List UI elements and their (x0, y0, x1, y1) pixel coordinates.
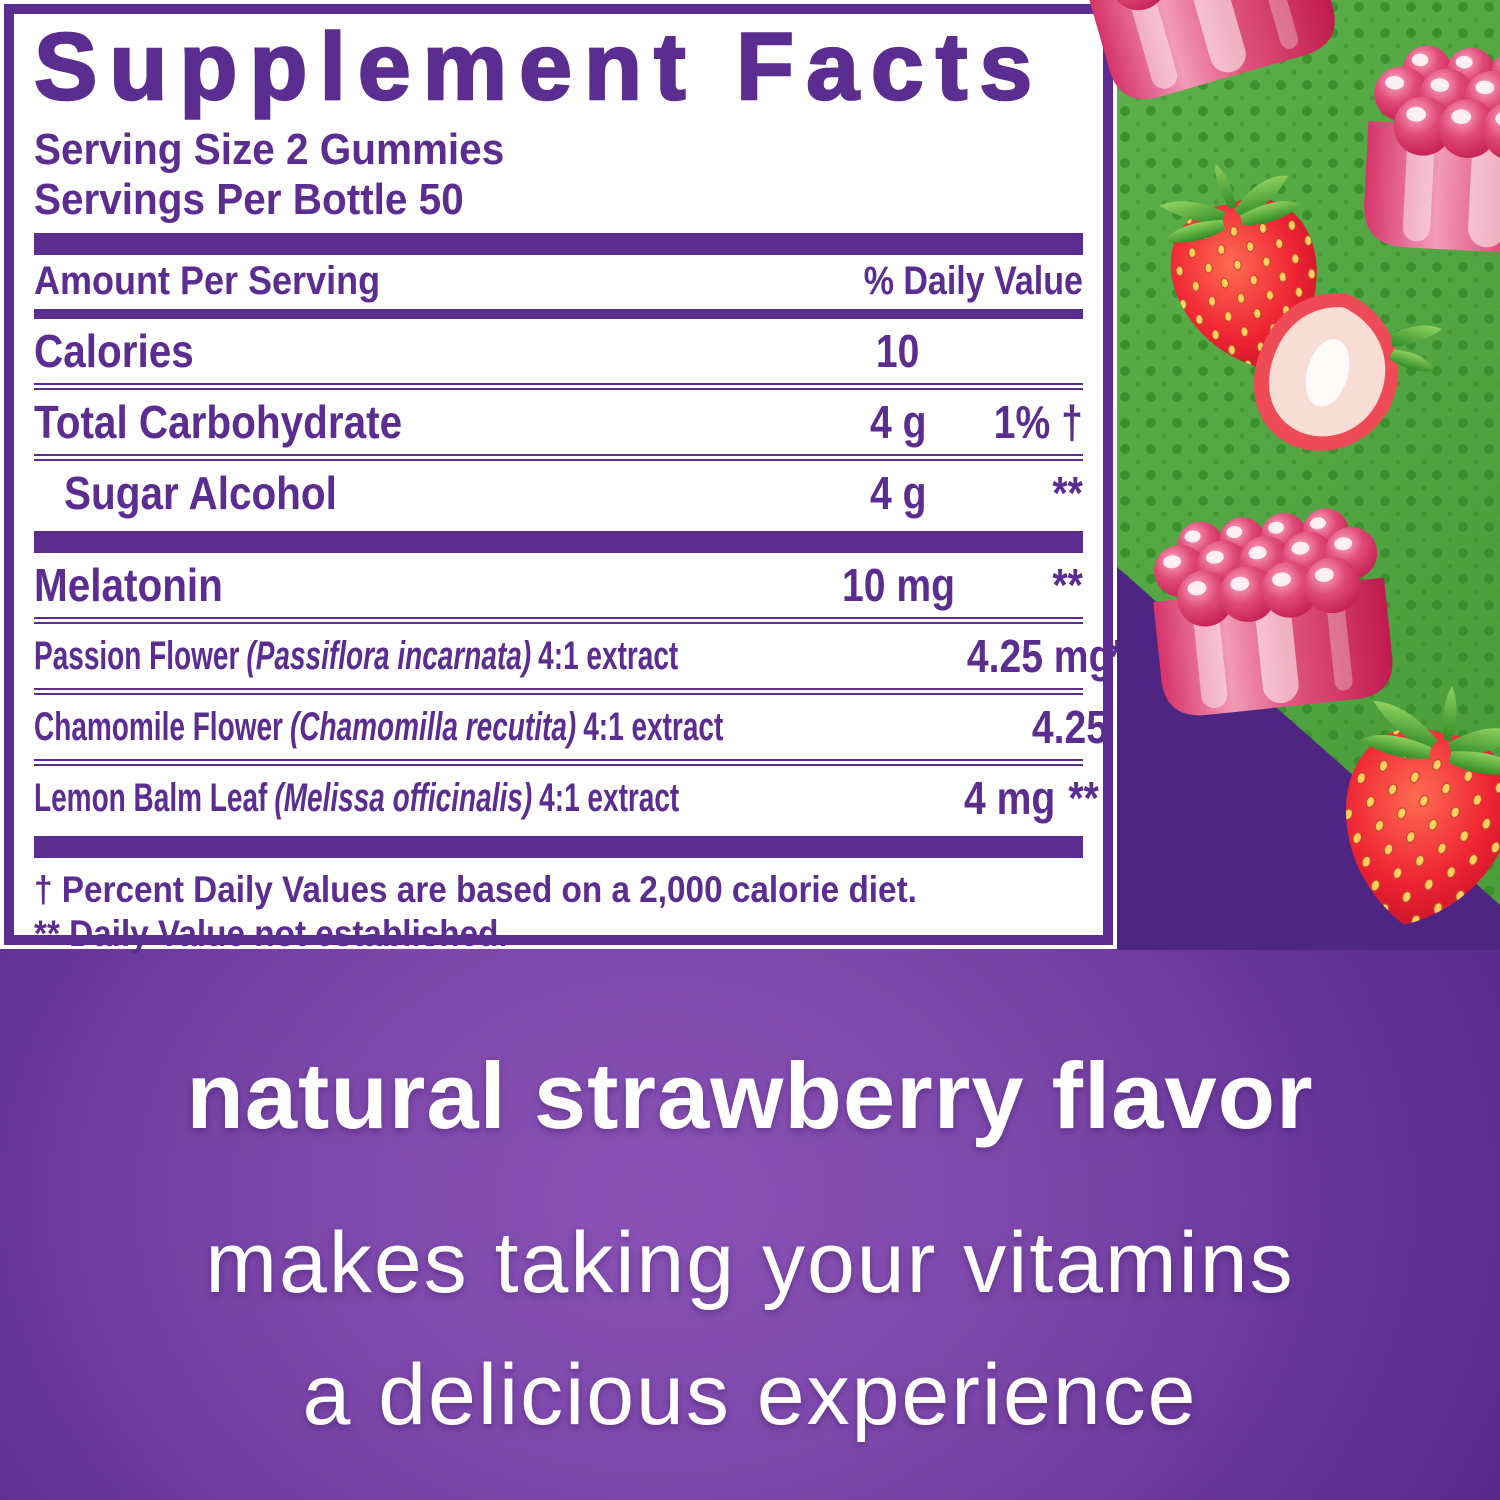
strawberry-icon (1322, 669, 1500, 942)
row-amount: 10 mg (841, 559, 955, 612)
table-row-chamomile-flower: Chamomile Flower (Chamomilla recutita) 4:1… (34, 695, 1205, 759)
green-backdrop (1117, 0, 1500, 905)
table-row-total-carbohydrate: Total Carbohydrate 4 g 1% † (34, 390, 1083, 454)
footnotes: † Percent Daily Values are based on a 2,… (34, 868, 1083, 955)
footnote-daily-value: † Percent Daily Values are based on a 2,… (34, 869, 917, 911)
row-dv: ** (1052, 559, 1083, 612)
servings-per-bottle: Servings Per Bottle 50 (34, 175, 464, 225)
dv-column-header: % Daily Value (863, 258, 1083, 303)
row-latin-name: (Passiflora incarnata) (246, 633, 532, 678)
tagline-line3: a delicious experience (302, 1347, 1198, 1443)
row-amount: 4.25 mg (1031, 701, 1178, 754)
table-header: Amount Per Serving % Daily Value (34, 255, 1083, 307)
tagline-headline: natural strawberry flavor (186, 1043, 1314, 1148)
divider-thick (34, 836, 1083, 859)
purple-wedge (1117, 567, 1500, 950)
row-latin-name: (Melissa officinalis) (274, 775, 533, 820)
halftone-dots-icon (1117, 0, 1500, 905)
row-extract-ratio: 4:1 extract (539, 775, 680, 820)
row-label: Calories (34, 325, 194, 378)
row-amount: 4 g (869, 396, 927, 449)
table-row-sugar-alcohol: Sugar Alcohol 4 g ** (34, 461, 1083, 525)
divider-medium (34, 309, 1083, 320)
serving-size: Serving Size 2 Gummies (34, 125, 505, 174)
row-label: Chamomile Flower (34, 704, 283, 749)
divider-double (34, 454, 1083, 462)
row-amount: 4 g (869, 467, 927, 520)
row-dv: 1% † (993, 396, 1083, 449)
row-amount: 10 (876, 325, 920, 378)
gummy-icon (1145, 503, 1397, 720)
row-label: Lemon Balm Leaf (34, 775, 268, 820)
table-row-calories: Calories 10 (34, 319, 1083, 383)
row-dv: ** (1068, 772, 1099, 825)
divider-thick (34, 233, 1083, 256)
table-row-melatonin: Melatonin 10 mg ** (34, 553, 1083, 617)
footnote-not-established: ** Daily Value not established. (34, 912, 508, 954)
row-extract-ratio: 4:1 extract (538, 633, 679, 678)
gummy-icon (1362, 42, 1500, 258)
strawberry-slice-icon (1237, 274, 1449, 478)
supplement-facts-panel: Supplement Facts Serving Size 2 Gummies … (4, 4, 1205, 954)
strawberry-icon (1147, 145, 1340, 388)
row-dv: ** (1109, 630, 1141, 683)
row-amount: 4.25 mg (967, 630, 1113, 683)
row-dv: ** (1174, 701, 1205, 754)
row-label: Sugar Alcohol (64, 467, 337, 520)
row-label: Melatonin (34, 559, 223, 612)
row-label: Passion Flower (34, 633, 240, 678)
divider-double (34, 617, 1083, 625)
row-dv: ** (1052, 467, 1083, 520)
divider-thick (34, 531, 1083, 554)
table-row-passion-flower: Passion Flower (Passiflora incarnata) 4:1 … (34, 624, 1140, 688)
table-row-lemon-balm-leaf: Lemon Balm Leaf (Melissa officinalis) 4:1 … (34, 766, 1099, 830)
row-label: Total Carbohydrate (34, 396, 403, 449)
row-extract-ratio: 4:1 extract (583, 704, 724, 749)
panel-title: Supplement Facts (33, 14, 1045, 120)
serving-info: Serving Size 2 Gummies Servings Per Bott… (34, 125, 1083, 225)
divider-double (34, 688, 1083, 696)
row-amount: 4 mg (963, 772, 1056, 825)
amount-column-header: Amount Per Serving (34, 258, 381, 303)
row-latin-name: (Chamomilla recutita) (289, 704, 577, 749)
divider-double (34, 383, 1083, 391)
divider-double (34, 759, 1083, 767)
tagline-line2: makes taking your vitamins (205, 1215, 1295, 1311)
